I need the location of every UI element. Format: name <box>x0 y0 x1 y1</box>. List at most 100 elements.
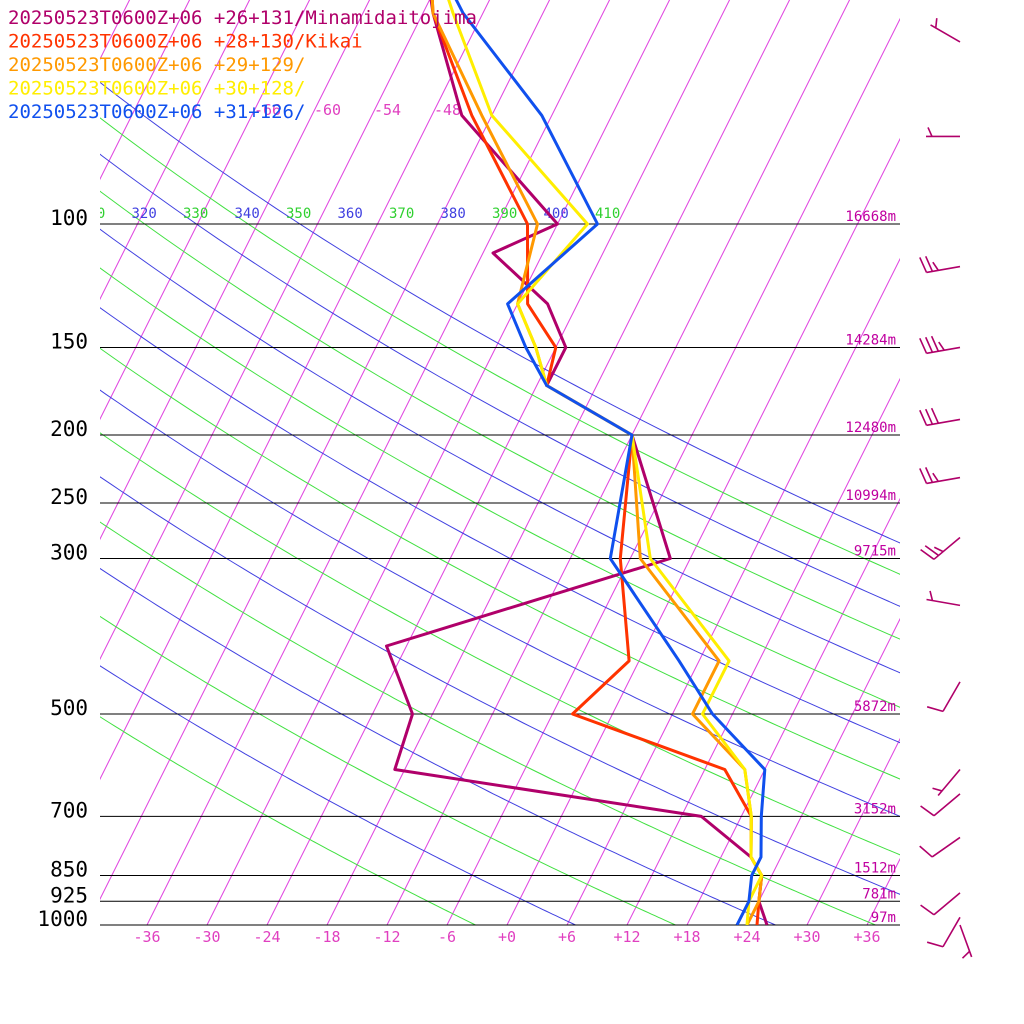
isotherm-line <box>686 497 900 925</box>
legend-entry: 20250523T0600Z+06 +29+129/ <box>8 54 305 76</box>
temp-tick-label: -36 <box>133 928 160 946</box>
wind-barb <box>959 924 973 959</box>
profile-line <box>454 0 767 925</box>
wind-barb <box>919 335 961 355</box>
theta-label: 370 <box>389 206 414 222</box>
temp-tick-label: +24 <box>733 928 760 946</box>
barb-feather <box>924 336 934 353</box>
wind-barb <box>926 916 961 948</box>
isotherm-line <box>987 0 1024 925</box>
barb-feather <box>930 407 940 424</box>
pressure-label: 150 <box>50 329 88 353</box>
pressure-label: 1000 <box>37 907 88 931</box>
wind-barbs <box>919 18 973 959</box>
isobar-lines <box>100 223 900 926</box>
pressure-label: 500 <box>50 696 88 720</box>
isotherm-line <box>0 0 142 925</box>
isotherm-line <box>206 0 671 925</box>
temp-tick-label: +36 <box>853 928 880 946</box>
barb-staff <box>942 916 961 948</box>
legend: 20250523T0600Z+06 +26+131/Minamidaitojim… <box>8 7 477 123</box>
sounding-profiles <box>385 0 769 925</box>
temp-tick-label: +18 <box>673 928 700 946</box>
barb-feather <box>919 337 928 354</box>
barb-feather <box>919 409 928 426</box>
isotherm-lines <box>0 0 1024 925</box>
legend-entry: 20250523T0600Z+06 +30+128/ <box>8 78 305 100</box>
barb-feather <box>961 950 971 959</box>
isotherm-line <box>100 0 251 301</box>
label-mask <box>0 200 100 220</box>
barb-feather <box>920 805 935 817</box>
barb-feather <box>932 261 939 271</box>
barb-feather <box>929 590 934 601</box>
wind-barb <box>926 127 960 138</box>
height-label: 16668m <box>845 209 896 225</box>
isotherm-line <box>100 0 371 541</box>
upper-temp-label: -66 <box>254 101 281 119</box>
dry-adiabat-370 <box>100 267 900 708</box>
barb-feather <box>932 787 943 792</box>
wind-barb <box>920 892 961 916</box>
pressure-label: 100 <box>50 206 88 230</box>
height-label: 14284m <box>845 332 896 348</box>
barb-feather <box>932 472 939 482</box>
barb-staff <box>933 892 961 916</box>
wind-barb <box>926 590 961 607</box>
dry-adiabat-340 <box>100 389 900 817</box>
isotherm-line <box>566 257 900 925</box>
barb-staff <box>933 793 961 817</box>
height-label: 3152m <box>854 801 896 817</box>
isotherm-line <box>927 0 1024 925</box>
dry-adiabat-310 <box>100 521 877 925</box>
barb-feather <box>924 467 934 483</box>
barb-staff <box>926 598 961 607</box>
wind-barb <box>919 407 961 427</box>
theta-label: 350 <box>286 206 311 222</box>
dry-adiabat-400 <box>100 153 900 607</box>
dry-adiabat-300 <box>100 567 777 925</box>
height-label: 781m <box>862 886 896 902</box>
dry-adiabat-280 <box>100 665 577 925</box>
isotherm-line <box>100 0 491 781</box>
height-label: 5872m <box>854 699 896 715</box>
temp-tick-label: -30 <box>193 928 220 946</box>
theta-label: 360 <box>338 206 363 222</box>
isotherm-line <box>446 17 900 925</box>
wind-barb <box>920 793 961 817</box>
dry-adiabat-320 <box>100 476 900 895</box>
isotherm-line <box>100 0 311 421</box>
temp-tick-label: -12 <box>373 928 400 946</box>
upper-temp-label: -60 <box>314 101 341 119</box>
dry-adiabat-lines <box>100 81 900 925</box>
barb-staff <box>937 768 961 797</box>
pressure-label: 300 <box>50 540 88 564</box>
axis-labels: 100 16668m 150 14284m 200 12480m 250 10994m 300 9… <box>0 101 896 946</box>
temp-tick-label: +6 <box>558 928 576 946</box>
barb-feather <box>924 256 934 272</box>
barb-staff <box>930 24 961 43</box>
barb-feather <box>938 341 945 351</box>
profile-line <box>447 0 764 925</box>
isotherm-line <box>0 0 82 925</box>
isotherm-line <box>326 0 791 925</box>
barb-feather <box>926 941 944 948</box>
barb-feather <box>933 546 944 553</box>
theta-label: 320 <box>132 206 157 222</box>
isotherm-line <box>386 0 851 925</box>
isotherm-line <box>746 617 900 925</box>
height-label: 1512m <box>854 861 896 877</box>
height-label: 97m <box>871 910 896 926</box>
dry-adiabat-420 <box>100 81 900 544</box>
isotherm-line <box>146 0 611 925</box>
theta-label: 380 <box>441 206 466 222</box>
barb-feather <box>919 257 928 273</box>
wind-barb <box>920 536 961 560</box>
theta-label: 340 <box>235 206 260 222</box>
barb-feather <box>930 335 940 352</box>
temp-tick-label: +12 <box>613 928 640 946</box>
isotherm-line <box>100 0 431 661</box>
barb-feather <box>924 545 940 557</box>
isotherm-line <box>266 0 731 925</box>
legend-entry: 20250523T0600Z+06 +31+126/ <box>8 101 305 123</box>
